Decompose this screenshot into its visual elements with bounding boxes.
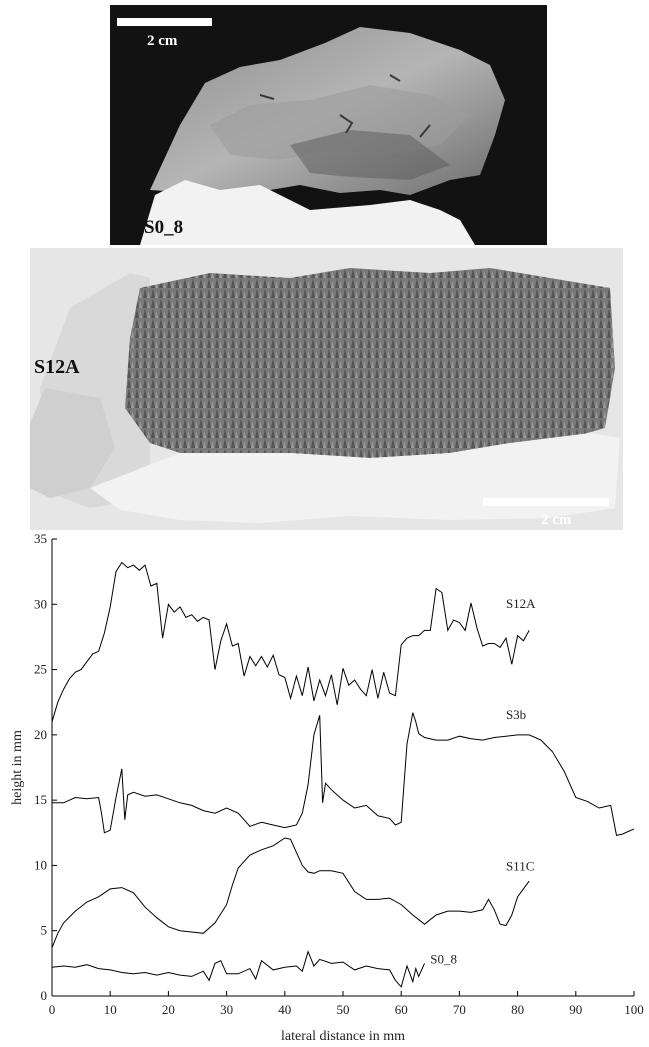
- y-tick-label: 15: [34, 792, 47, 807]
- x-tick-label: 60: [395, 1002, 408, 1017]
- scale-bar: [117, 18, 212, 26]
- scale-label: 2 cm: [147, 33, 178, 49]
- y-axis-label: height in mm: [10, 730, 25, 805]
- chart-axes: [51, 539, 634, 997]
- series-line-s0-8: [51, 950, 425, 988]
- y-tick-label: 30: [34, 596, 47, 611]
- x-tick-label: 0: [49, 1002, 56, 1017]
- sample-label: S0_8: [144, 217, 184, 238]
- x-tick-label: 90: [569, 1002, 582, 1017]
- series-label: S11C: [506, 859, 534, 874]
- y-tick-label: 5: [41, 923, 48, 938]
- ticks: 0 10 20 30 40 50 60 70 80 90 100 0 5 10 15 20 25 30 35: [34, 531, 644, 1017]
- x-tick-label: 30: [220, 1002, 233, 1017]
- series-line-s11c: [51, 837, 530, 948]
- photo-sample-s0-8: 2 cm S0_8: [110, 5, 547, 245]
- series-label: S3b: [506, 707, 526, 722]
- photo-sample-s12a: 2 cm S12A: [30, 248, 623, 530]
- y-tick-label: 20: [34, 727, 47, 742]
- x-tick-label: 50: [337, 1002, 350, 1017]
- sample-label: S12A: [34, 356, 80, 378]
- x-tick-label: 80: [511, 1002, 524, 1017]
- series-line-s3b: [52, 712, 635, 836]
- scale-label: 2 cm: [541, 512, 572, 528]
- x-tick-label: 20: [162, 1002, 175, 1017]
- y-tick-label: 25: [34, 662, 47, 677]
- x-tick-label: 100: [624, 1002, 644, 1017]
- series-label: S0_8: [430, 951, 457, 966]
- x-tick-label: 10: [104, 1002, 117, 1017]
- y-tick-label: 10: [34, 857, 47, 872]
- rock-photo-image: [110, 5, 547, 245]
- y-tick-label: 35: [34, 531, 47, 546]
- scale-bar: [483, 498, 609, 506]
- series-line-s12a: [51, 561, 530, 722]
- series-label: S12A: [506, 596, 536, 611]
- x-tick-label: 70: [453, 1002, 466, 1017]
- rock-photo-image: [30, 248, 623, 530]
- x-tick-label: 40: [278, 1002, 291, 1017]
- y-tick-label: 0: [41, 988, 48, 1003]
- series-group: S12A S3b S11C S0_8: [51, 561, 635, 988]
- x-axis-label: lateral distance in mm: [281, 1029, 405, 1044]
- height-profile-chart: 0 10 20 30 40 50 60 70 80 90 100 0 5 10 15 20 25 30 35 S12…: [10, 531, 644, 1044]
